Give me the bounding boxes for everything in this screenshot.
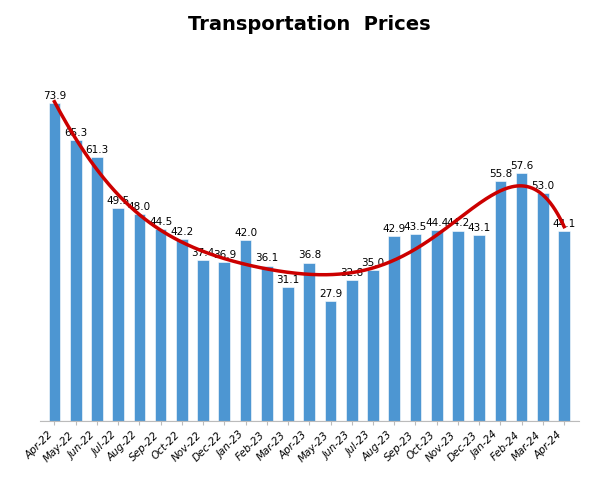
Title: Transportation  Prices: Transportation Prices <box>188 15 431 34</box>
Text: 43.1: 43.1 <box>467 223 491 233</box>
Text: 61.3: 61.3 <box>85 145 109 155</box>
Text: 44.4: 44.4 <box>425 217 448 228</box>
Bar <box>558 231 570 421</box>
Bar <box>218 262 230 421</box>
Text: 57.6: 57.6 <box>510 161 533 171</box>
Bar <box>134 214 145 421</box>
Bar <box>261 265 272 421</box>
Bar <box>431 230 443 421</box>
Bar <box>537 193 549 421</box>
Text: 32.8: 32.8 <box>340 268 364 277</box>
Bar <box>240 240 251 421</box>
Text: 43.5: 43.5 <box>404 221 427 231</box>
Text: 42.2: 42.2 <box>170 227 193 237</box>
Text: 36.8: 36.8 <box>298 251 321 261</box>
Bar <box>197 260 209 421</box>
Text: 44.2: 44.2 <box>446 218 470 228</box>
Text: 44.5: 44.5 <box>149 217 172 227</box>
Text: 31.1: 31.1 <box>277 275 299 285</box>
Bar <box>70 140 82 421</box>
Text: 65.3: 65.3 <box>64 128 87 137</box>
Bar <box>494 181 506 421</box>
Text: 27.9: 27.9 <box>319 289 342 299</box>
Text: 36.9: 36.9 <box>213 250 236 260</box>
Bar <box>155 229 166 421</box>
Text: 53.0: 53.0 <box>532 181 554 191</box>
Bar <box>112 208 124 421</box>
Bar <box>346 280 358 421</box>
Bar <box>91 157 103 421</box>
Text: 42.0: 42.0 <box>234 228 257 238</box>
Text: 37.4: 37.4 <box>191 248 215 258</box>
Bar <box>176 240 188 421</box>
Bar <box>49 103 60 421</box>
Bar <box>473 235 485 421</box>
Text: 42.9: 42.9 <box>383 224 406 234</box>
Text: 48.0: 48.0 <box>128 202 151 212</box>
Bar <box>282 287 294 421</box>
Bar <box>367 270 379 421</box>
Text: 35.0: 35.0 <box>361 258 385 268</box>
Text: 55.8: 55.8 <box>489 169 512 179</box>
Bar <box>516 173 527 421</box>
Bar <box>452 231 464 421</box>
Bar <box>325 301 337 421</box>
Text: 44.1: 44.1 <box>553 219 576 229</box>
Bar <box>388 236 400 421</box>
Bar <box>410 234 421 421</box>
Bar <box>304 262 315 421</box>
Text: 49.5: 49.5 <box>107 196 130 205</box>
Text: 36.1: 36.1 <box>255 253 278 263</box>
Text: 73.9: 73.9 <box>43 91 66 101</box>
